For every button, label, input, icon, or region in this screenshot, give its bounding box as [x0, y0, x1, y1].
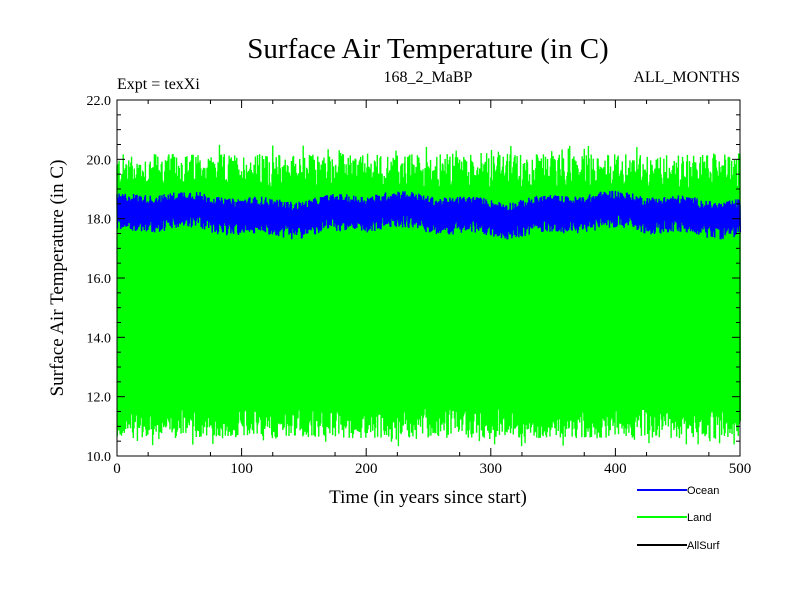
x-tick-label: 300 [480, 461, 503, 477]
x-tick-label: 100 [230, 461, 253, 477]
subtitle-center: 168_2_MaBP [384, 69, 473, 86]
series-layer [116, 144, 742, 447]
subtitle-left: Expt = texXi [117, 76, 200, 93]
subtitle-right: ALL_MONTHS [633, 69, 740, 86]
legend-label-ocean: Ocean [687, 485, 719, 497]
y-tick-label: 20.0 [87, 153, 112, 168]
series-fill-land [117, 200, 740, 397]
y-tick-label: 14.0 [87, 331, 112, 346]
legend-label-land: Land [687, 512, 711, 524]
y-tick-label: 18.0 [87, 213, 112, 228]
x-tick-label: 400 [604, 461, 627, 477]
x-axis-label: Time (in years since start) [329, 487, 527, 508]
chart-title: Surface Air Temperature (in C) [247, 33, 608, 65]
x-tick-label: 0 [113, 461, 121, 477]
ticks-layer: 0 100 200 300 400 500 10.0 12.0 14.0 16.0 18.0 20.0… [87, 94, 752, 477]
y-tick-label: 22.0 [87, 94, 112, 109]
series-line-ocean [116, 190, 742, 240]
y-tick-label: 12.0 [87, 391, 112, 406]
x-tick-label: 200 [355, 461, 378, 477]
legend-label-allsurf: AllSurf [687, 540, 720, 552]
y-tick-label: 10.0 [87, 450, 112, 465]
y-tick-label: 16.0 [87, 272, 112, 287]
legend: Ocean Land AllSurf [637, 485, 720, 552]
x-tick-label: 500 [729, 461, 752, 477]
y-axis-label: Surface Air Temperature (in C) [47, 160, 68, 397]
